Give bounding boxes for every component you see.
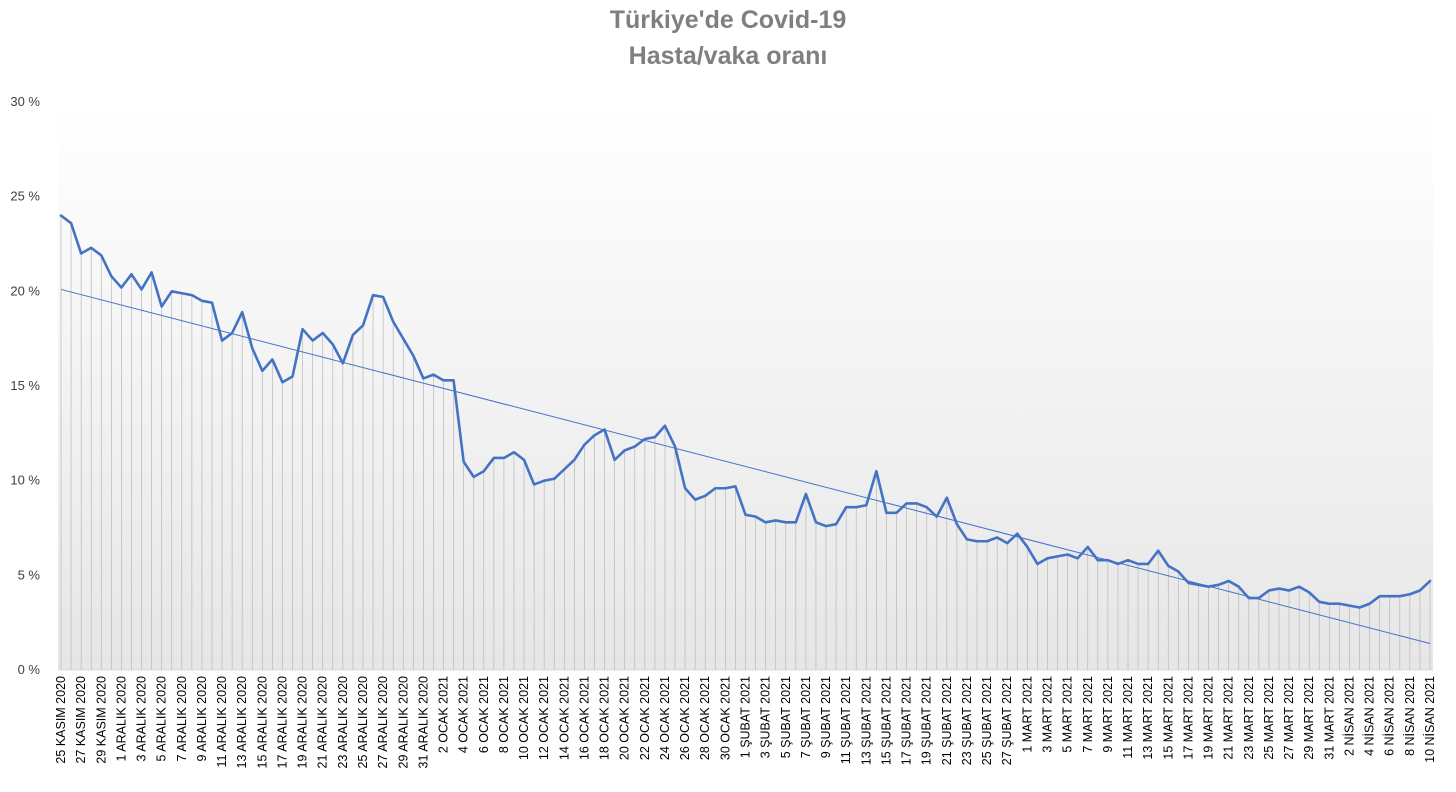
x-tick-label: 24 OCAK 2021 bbox=[658, 676, 672, 760]
x-tick-label: 15 ARALIK 2020 bbox=[255, 676, 269, 768]
x-tick-label: 3 ARALIK 2020 bbox=[135, 676, 149, 762]
x-tick-label: 10 NİSAN 2021 bbox=[1423, 676, 1437, 763]
x-tick-label: 17 ŞUBAT 2021 bbox=[900, 676, 914, 765]
y-tick-label: 20 % bbox=[10, 283, 40, 298]
x-tick-label: 17 MART 2021 bbox=[1181, 676, 1195, 760]
y-tick-label: 25 % bbox=[10, 189, 40, 204]
x-tick-label: 2 NİSAN 2021 bbox=[1342, 676, 1356, 756]
x-tick-label: 29 ARALIK 2020 bbox=[396, 676, 410, 768]
x-tick-label: 18 OCAK 2021 bbox=[598, 676, 612, 760]
x-tick-label: 4 OCAK 2021 bbox=[457, 676, 471, 753]
series-line bbox=[59, 214, 1432, 609]
x-tick-label: 25 ŞUBAT 2021 bbox=[980, 676, 994, 765]
x-tick-label: 3 MART 2021 bbox=[1040, 676, 1054, 753]
x-tick-label: 31 ARALIK 2020 bbox=[416, 676, 430, 768]
x-tick-label: 7 ŞUBAT 2021 bbox=[799, 676, 813, 758]
x-tick-label: 19 MART 2021 bbox=[1202, 676, 1216, 760]
x-tick-label: 5 ŞUBAT 2021 bbox=[779, 676, 793, 758]
x-tick-label: 28 OCAK 2021 bbox=[698, 676, 712, 760]
x-tick-label: 14 OCAK 2021 bbox=[557, 676, 571, 760]
x-tick-label: 22 OCAK 2021 bbox=[638, 676, 652, 760]
x-tick-label: 13 ARALIK 2020 bbox=[235, 676, 249, 768]
x-tick-label: 3 ŞUBAT 2021 bbox=[759, 676, 773, 758]
x-tick-label: 8 NİSAN 2021 bbox=[1403, 676, 1417, 756]
x-tick-label: 21 ŞUBAT 2021 bbox=[940, 676, 954, 765]
x-tick-label: 5 MART 2021 bbox=[1061, 676, 1075, 753]
x-tick-label: 29 MART 2021 bbox=[1302, 676, 1316, 760]
x-tick-label: 13 MART 2021 bbox=[1141, 676, 1155, 760]
x-tick-label: 23 ŞUBAT 2021 bbox=[960, 676, 974, 765]
x-tick-label: 27 ŞUBAT 2021 bbox=[1000, 676, 1014, 765]
x-tick-label: 25 ARALIK 2020 bbox=[356, 676, 370, 768]
x-tick-label: 27 ARALIK 2020 bbox=[376, 676, 390, 768]
x-tick-label: 25 KASIM 2020 bbox=[54, 676, 68, 764]
x-tick-label: 23 ARALIK 2020 bbox=[336, 676, 350, 768]
x-tick-label: 5 ARALIK 2020 bbox=[155, 676, 169, 762]
x-tick-label: 20 OCAK 2021 bbox=[618, 676, 632, 760]
x-tick-label: 7 MART 2021 bbox=[1081, 676, 1095, 753]
x-tick-label: 6 NİSAN 2021 bbox=[1383, 676, 1397, 756]
x-tick-label: 1 MART 2021 bbox=[1020, 676, 1034, 753]
x-tick-label: 11 MART 2021 bbox=[1121, 676, 1135, 759]
x-tick-label: 9 ŞUBAT 2021 bbox=[819, 676, 833, 758]
y-tick-label: 15 % bbox=[10, 378, 40, 393]
x-tick-label: 25 MART 2021 bbox=[1262, 676, 1276, 760]
x-tick-label: 27 MART 2021 bbox=[1282, 676, 1296, 760]
x-tick-label: 29 KASIM 2020 bbox=[94, 676, 108, 764]
x-tick-label: 27 KASIM 2020 bbox=[74, 676, 88, 764]
chart-title: Türkiye'de Covid-19 bbox=[609, 6, 847, 34]
x-tick-label: 21 ARALIK 2020 bbox=[316, 676, 330, 768]
x-tick-label: 11 ARALIK 2020 bbox=[215, 676, 229, 768]
chart-subtitle: Hasta/vaka oranı bbox=[628, 42, 828, 70]
x-tick-label: 31 MART 2021 bbox=[1322, 676, 1336, 760]
x-tick-label: 19 ARALIK 2020 bbox=[296, 676, 310, 768]
x-tick-label: 1 ŞUBAT 2021 bbox=[739, 676, 753, 758]
x-tick-label: 19 ŞUBAT 2021 bbox=[920, 676, 934, 765]
x-tick-label: 2 OCAK 2021 bbox=[437, 676, 451, 753]
x-tick-label: 1 ARALIK 2020 bbox=[114, 676, 128, 762]
y-tick-label: 0 % bbox=[18, 662, 41, 677]
x-tick-label: 15 ŞUBAT 2021 bbox=[879, 676, 893, 765]
x-tick-label: 4 NİSAN 2021 bbox=[1363, 676, 1377, 756]
x-tick-label: 7 ARALIK 2020 bbox=[175, 676, 189, 762]
x-tick-label: 6 OCAK 2021 bbox=[477, 676, 491, 753]
x-tick-label: 30 OCAK 2021 bbox=[718, 676, 732, 760]
x-tick-label: 26 OCAK 2021 bbox=[678, 676, 692, 760]
x-tick-label: 17 ARALIK 2020 bbox=[275, 676, 289, 768]
x-tick-label: 15 MART 2021 bbox=[1161, 676, 1175, 760]
y-tick-label: 5 % bbox=[18, 567, 41, 582]
x-tick-label: 9 MART 2021 bbox=[1101, 676, 1115, 753]
x-tick-label: 23 MART 2021 bbox=[1242, 676, 1256, 760]
x-tick-label: 9 ARALIK 2020 bbox=[195, 676, 209, 762]
x-tick-label: 11 ŞUBAT 2021 bbox=[839, 676, 853, 764]
y-tick-label: 30 % bbox=[10, 94, 40, 109]
x-tick-label: 16 OCAK 2021 bbox=[577, 676, 591, 760]
x-tick-label: 10 OCAK 2021 bbox=[517, 676, 531, 760]
y-tick-label: 10 % bbox=[10, 473, 40, 488]
x-tick-label: 8 OCAK 2021 bbox=[497, 676, 511, 753]
x-tick-label: 12 OCAK 2021 bbox=[537, 676, 551, 760]
x-tick-label: 13 ŞUBAT 2021 bbox=[859, 676, 873, 765]
x-tick-label: 21 MART 2021 bbox=[1222, 676, 1236, 760]
